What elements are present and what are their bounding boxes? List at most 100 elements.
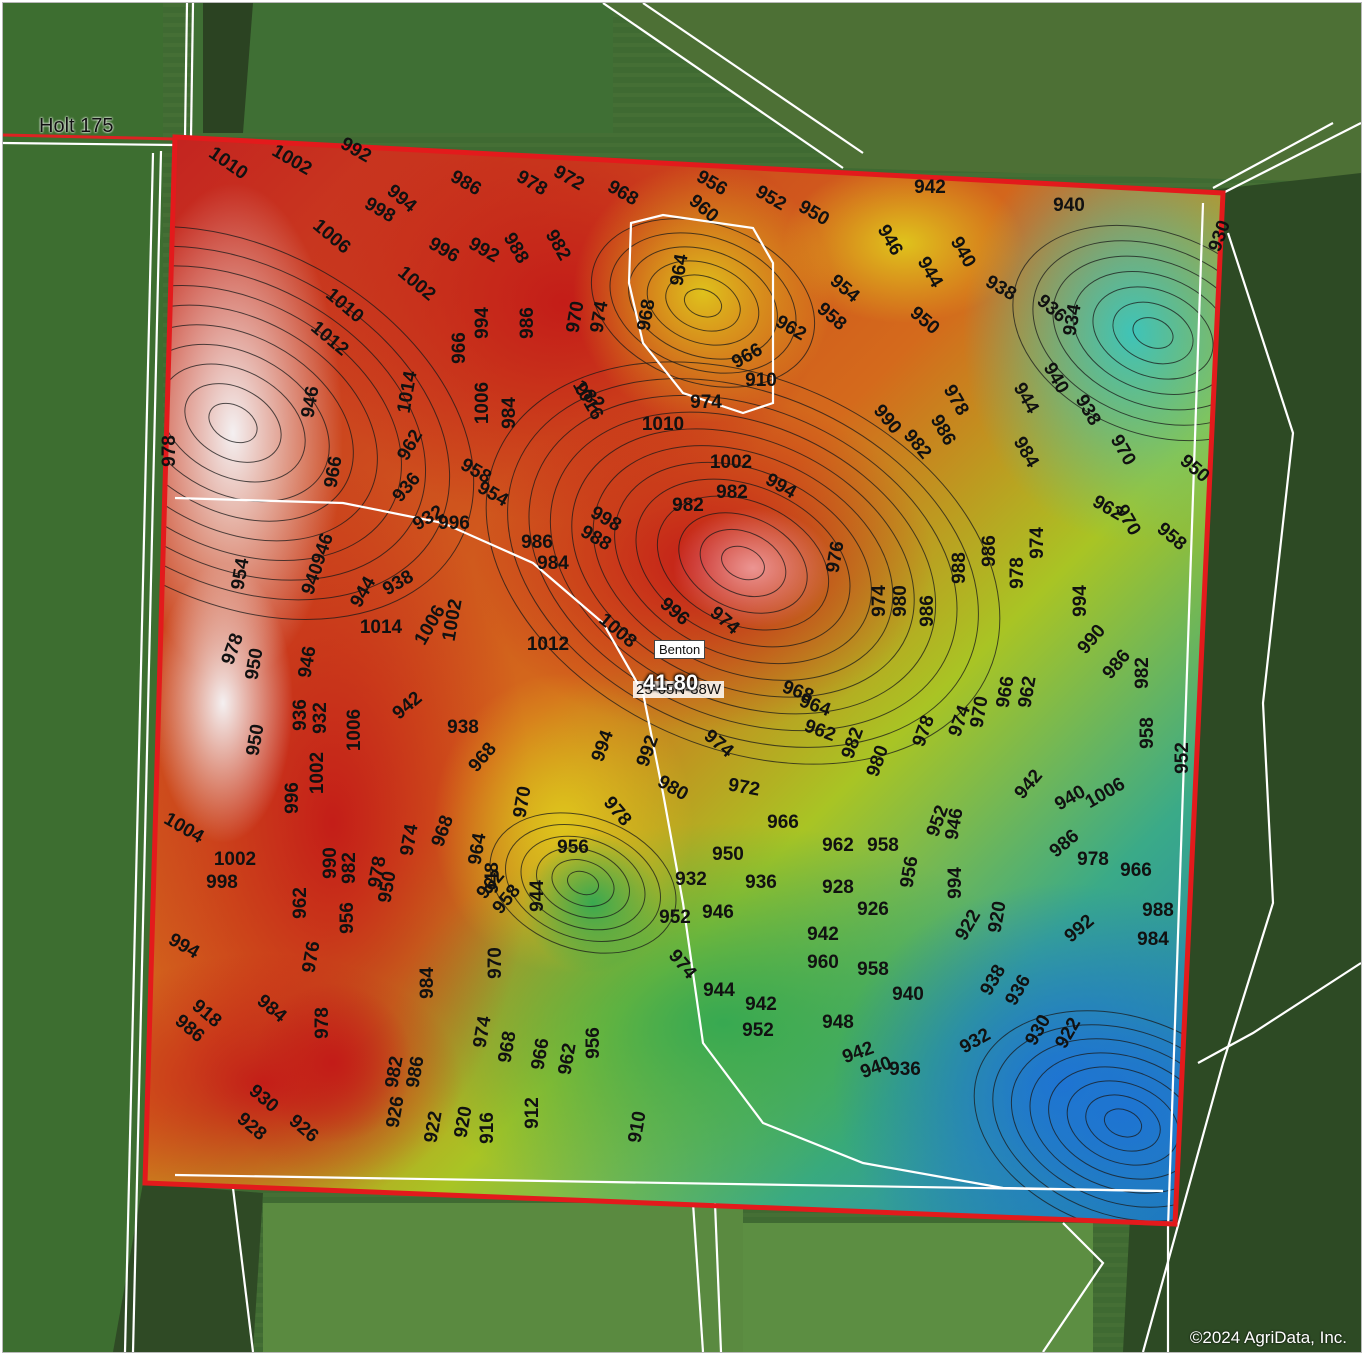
contour-line [145,304,378,542]
contour-elevation-label: 962 [290,887,311,919]
contour-elevation-label: 984 [1137,929,1169,950]
contour-elevation-label: 942 [807,924,839,945]
contour-elevation-label: 1010 [642,414,684,435]
contour-elevation-label: 978 [1077,849,1109,870]
contour-line [609,232,797,374]
contour-elevation-label: 974 [869,585,890,617]
contour-elevation-label: 988 [1142,900,1174,921]
contour-elevation-label: 944 [703,980,735,1001]
southeast-field [743,1223,1093,1352]
contour-line [145,343,330,503]
contour-line [485,361,1001,765]
contour-line [665,274,741,332]
contour-line [528,394,958,732]
contour-line [489,812,677,954]
field-boundary[interactable] [142,134,1226,1227]
contour-line [505,824,661,942]
contour-elevation-label: 980 [890,585,911,617]
contour-elevation-label: 912 [522,1097,543,1129]
contour-elevation-label: 984 [417,967,438,999]
contour-elevation-label: 1014 [360,617,403,638]
contour-line [699,528,787,598]
contour-line [184,383,282,463]
contour-elevation-label: 940 [1053,195,1085,216]
copyright-text: ©2024 AgriData, Inc. [1189,1328,1347,1347]
contour-elevation-label: 932 [310,702,331,734]
contour-line [646,260,760,346]
contour-line [1132,317,1174,349]
contour-elevation-label: 938 [447,717,479,738]
contour-elevation-label: 982 [339,852,360,884]
contour-elevation-label: 1012 [527,634,569,655]
contour-elevation-label: 996 [282,782,303,814]
contour-line [678,512,808,614]
contour-line [571,428,915,698]
contour-elevation-label: 998 [206,872,238,893]
contour-line [145,284,402,562]
contour-line [507,378,979,748]
contour-elevation-label: 960 [807,952,839,973]
contour-elevation-label: 940 [892,984,924,1005]
contour-elevation-label: 978 [159,435,180,467]
contour-elevation-label: 944 [527,880,548,912]
contour-elevation-label: 1006 [344,709,365,751]
elevation-heatmap [145,137,1223,1224]
northeast-field [603,3,1361,183]
contour-elevation-label: 948 [482,862,503,894]
acres-label: 41.80 [643,670,699,695]
contour-elevation-label: 952 [659,907,691,928]
contour-elevation-label: 978 [312,1007,333,1039]
contour-line [536,847,630,919]
contour-line [1092,286,1214,380]
contour-line [520,835,646,931]
contour-elevation-label: 966 [767,812,799,833]
contour-line [1112,301,1194,365]
contour-elevation-label: 958 [857,959,889,980]
contour-elevation-label: 990 [320,847,341,879]
contour-elevation-label: 988 [949,552,970,584]
contour-elevation-label: 942 [914,177,946,198]
contour-elevation-label: 996 [438,513,470,534]
contour-elevation-label: 1002 [307,752,328,794]
contour-elevation-label: 978 [1007,557,1028,589]
contour-elevation-label: 994 [945,867,966,899]
contour-elevation-label: 994 [1070,585,1091,617]
contour-line [1010,1038,1223,1208]
contour-elevation-label: 974 [1027,527,1048,559]
contour-elevation-label: 974 [690,392,722,413]
contour-line [992,1024,1223,1222]
contour-line [551,859,615,907]
contour-line [592,445,894,681]
township-label: Benton [654,640,706,659]
contour-elevation-label: 986 [521,532,553,553]
contour-elevation-label: 1002 [214,849,256,870]
contour-elevation-label: 966 [1120,860,1152,881]
north-field [193,3,613,133]
road-label: Holt 175 [39,115,114,137]
contour-line [1052,255,1223,411]
contour-elevation-label: 958 [867,835,899,856]
legal-description-label: 25-65N-38W [633,681,725,698]
contour-elevation-label: 952 [742,1020,774,1041]
contour-elevation-label: 926 [857,899,889,920]
contour-elevation-label: 958 [1137,717,1158,749]
contour-elevation-label: 982 [1132,657,1153,689]
contour-line [721,545,765,581]
contour-line [208,402,258,444]
contour-elevation-label: 910 [745,370,777,391]
contour-elevation-label: 956 [557,837,589,858]
southwest-trees [113,1183,263,1352]
contour-line [590,218,816,388]
contour-elevation-label: 932 [675,869,707,890]
contour-line [145,265,427,581]
contour-line [635,478,851,648]
contour-line [656,495,830,631]
contour-elevation-label: 936 [889,1059,921,1080]
contour-line [614,461,872,665]
contour-elevation-label: 986 [917,595,938,627]
contour-line [1072,270,1223,396]
contour-elevation-label: 1006 [472,382,493,424]
contour-elevation-label: 936 [745,872,777,893]
